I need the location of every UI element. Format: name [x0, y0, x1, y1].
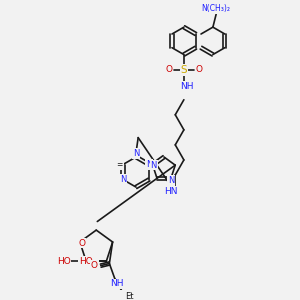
Text: NH: NH — [110, 279, 124, 288]
Text: NH: NH — [180, 82, 194, 91]
Text: O: O — [79, 238, 86, 247]
Text: N: N — [133, 149, 139, 158]
Text: O: O — [165, 65, 172, 74]
Text: HO: HO — [57, 257, 70, 266]
Text: =: = — [117, 160, 123, 169]
Text: N: N — [168, 176, 174, 185]
Text: N: N — [120, 175, 126, 184]
Text: O: O — [195, 65, 203, 74]
Text: Et: Et — [126, 292, 134, 300]
Text: N: N — [146, 160, 152, 169]
Text: N(CH₃)₂: N(CH₃)₂ — [202, 4, 231, 14]
Text: N: N — [151, 161, 157, 170]
Text: HN: HN — [164, 187, 178, 196]
Text: O: O — [91, 261, 98, 270]
Text: S: S — [181, 64, 187, 75]
Text: HO: HO — [79, 257, 93, 266]
